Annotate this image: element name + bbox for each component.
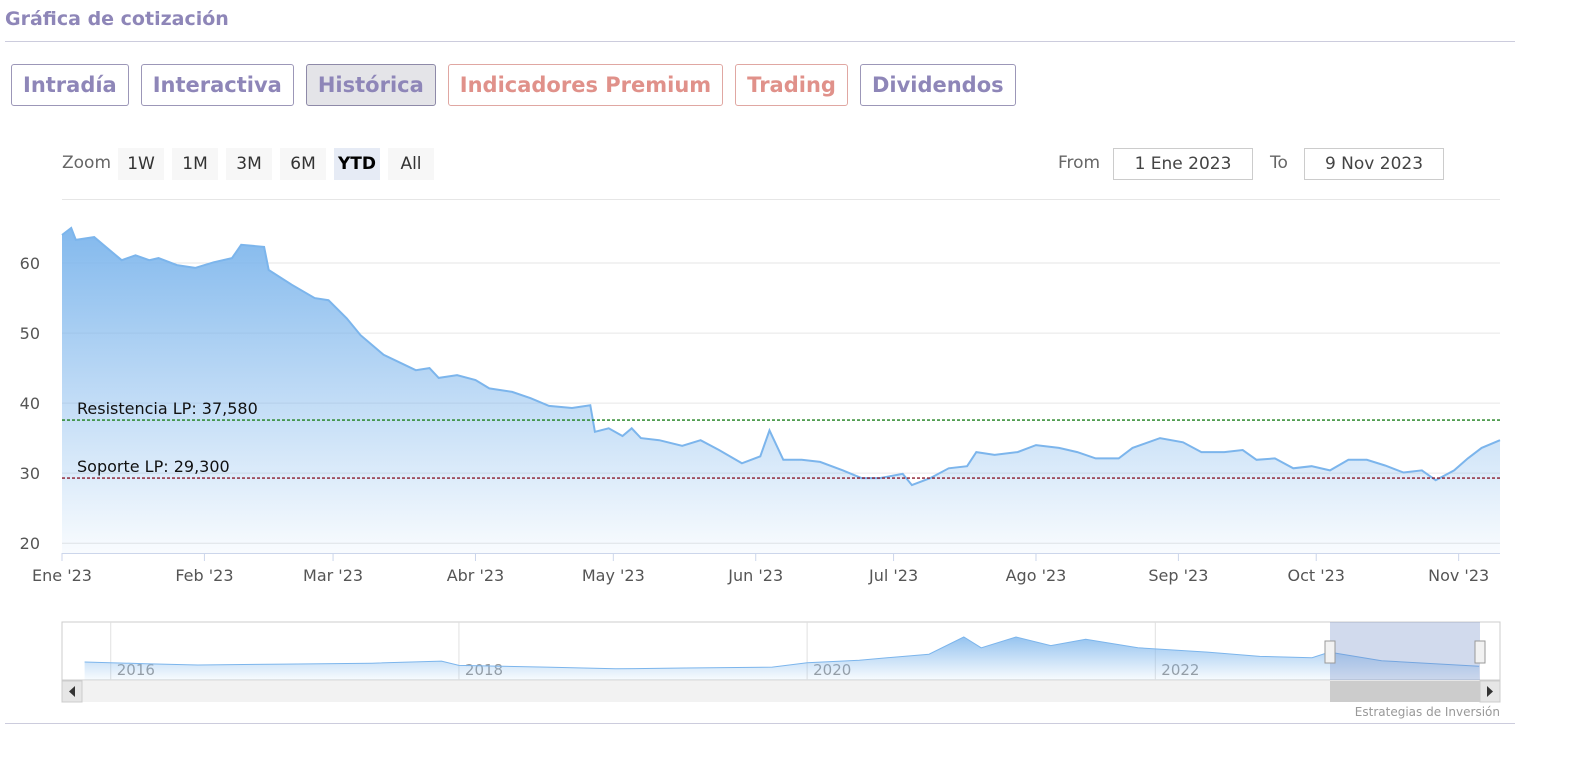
x-tick-label: Ago '23 xyxy=(1006,566,1067,585)
x-tick-label: Mar '23 xyxy=(303,566,363,585)
line xyxy=(84,636,1480,670)
y-tick-label: 60 xyxy=(20,254,40,273)
y-tick-label: 40 xyxy=(20,394,40,413)
zoom-label: Zoom xyxy=(62,153,112,173)
x-tick-label: Sep '23 xyxy=(1148,566,1208,585)
tab[interactable]: Dividendos xyxy=(859,64,1016,106)
tab[interactable]: Trading xyxy=(735,64,848,106)
y-tick-label: 50 xyxy=(20,324,40,343)
navigator-selection[interactable] xyxy=(1330,622,1480,680)
zoom-button[interactable]: 1M xyxy=(172,148,218,180)
divider xyxy=(5,723,1515,724)
x-tick-label: May '23 xyxy=(582,566,645,585)
x-tick-label: Abr '23 xyxy=(447,566,505,585)
zoom-button[interactable]: YTD xyxy=(334,148,380,180)
tab[interactable]: Indicadores Premium xyxy=(447,64,724,106)
from-input[interactable]: 1 Ene 2023 xyxy=(1113,148,1253,180)
zoom-buttons: 1W 1M 3M 6M YTD All xyxy=(118,148,434,180)
zoom-button[interactable]: All xyxy=(388,148,434,180)
tab-bar: Intradía Interactiva Histórica Indicadores … xyxy=(11,64,1016,106)
from-label: From xyxy=(1058,153,1101,173)
area xyxy=(62,228,1500,553)
plot-line-label: Resistencia LP: 37,580 xyxy=(77,399,258,418)
tab[interactable]: Intradía xyxy=(11,64,129,106)
tab[interactable]: Interactiva xyxy=(140,64,294,106)
scrollbar-thumb[interactable] xyxy=(1330,681,1480,702)
arrow-icon xyxy=(1487,686,1493,697)
scrollbar-track xyxy=(62,681,1500,702)
to-label: To xyxy=(1270,153,1288,173)
x-tick-label: Jun '23 xyxy=(727,566,783,585)
navigator: 2016201820202022 xyxy=(84,622,1480,680)
zoom-button[interactable]: 3M xyxy=(226,148,272,180)
arrow-icon xyxy=(69,686,75,697)
zoom-button[interactable]: 1W xyxy=(118,148,164,180)
x-tick-label: Oct '23 xyxy=(1287,566,1345,585)
x-tick-label: Jul '23 xyxy=(868,566,918,585)
plot-line-label: Soporte LP: 29,300 xyxy=(77,457,230,476)
main-plot: 20 30 40 50 60 Ene '23 Feb '23 Mar '23 Abr '23 Ma… xyxy=(20,226,1501,585)
to-input[interactable]: 9 Nov 2023 xyxy=(1304,148,1444,180)
divider xyxy=(5,41,1515,42)
page-title: Gráfica de cotización xyxy=(5,8,229,30)
tab[interactable]: Histórica xyxy=(305,64,436,106)
zoom-button[interactable]: 6M xyxy=(280,148,326,180)
line xyxy=(61,226,1501,487)
x-tick-label: Ene '23 xyxy=(32,566,92,585)
y-tick-label: 20 xyxy=(20,534,40,553)
x-tick-label: Nov '23 xyxy=(1428,566,1489,585)
area xyxy=(84,637,1480,680)
navigator-handle[interactable] xyxy=(1324,640,1336,664)
navigator-handle[interactable] xyxy=(1474,640,1486,664)
y-tick-label: 30 xyxy=(20,464,40,483)
x-tick-label: Feb '23 xyxy=(175,566,233,585)
credits: Estrategias de Inversión xyxy=(1355,705,1500,719)
